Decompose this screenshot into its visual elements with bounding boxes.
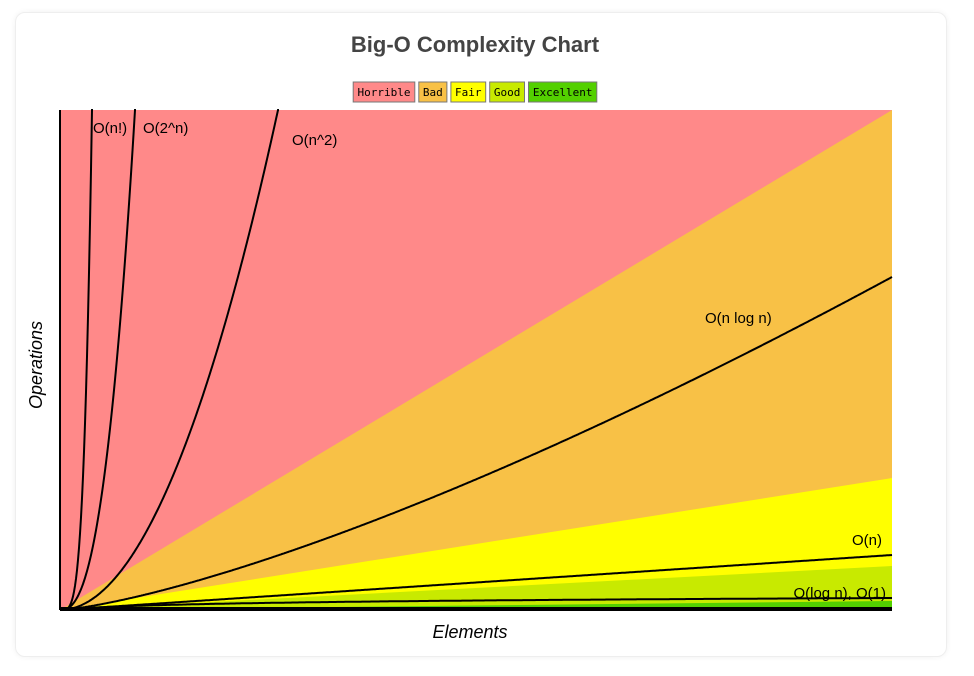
chart-title: Big-O Complexity Chart <box>351 32 600 57</box>
legend-label: Horrible <box>358 86 411 99</box>
legend-swatch <box>418 81 448 103</box>
curve-label: O(n!) <box>93 120 127 137</box>
y-axis-label: Operations <box>26 321 46 409</box>
curve-label: O(n^2) <box>292 132 337 149</box>
bad-region <box>60 110 892 610</box>
legend-label: Bad <box>423 86 443 99</box>
curve-label: O(log n), O(1) <box>793 585 886 602</box>
nlogn-curve <box>60 276 893 611</box>
legend: Horrible Bad Fair Good Excellent <box>352 81 598 103</box>
quadratic-curve <box>60 109 279 611</box>
plot <box>59 109 893 611</box>
curve-label: O(n log n) <box>705 310 772 327</box>
curve-label: O(2^n) <box>143 120 188 137</box>
x-axis-label: Elements <box>432 622 507 642</box>
legend-swatch <box>528 81 598 103</box>
log-curve <box>59 597 892 611</box>
legend-swatch <box>489 81 526 103</box>
legend-label: Good <box>494 86 521 99</box>
legend-swatch <box>450 81 487 103</box>
card <box>15 12 947 657</box>
curve-label: O(n) <box>852 532 882 549</box>
legend-label: Fair <box>455 86 482 99</box>
legend-swatch <box>352 81 416 103</box>
linear-curve <box>59 554 893 611</box>
legend-label: Excellent <box>533 86 593 99</box>
exponential-curve <box>60 109 136 611</box>
